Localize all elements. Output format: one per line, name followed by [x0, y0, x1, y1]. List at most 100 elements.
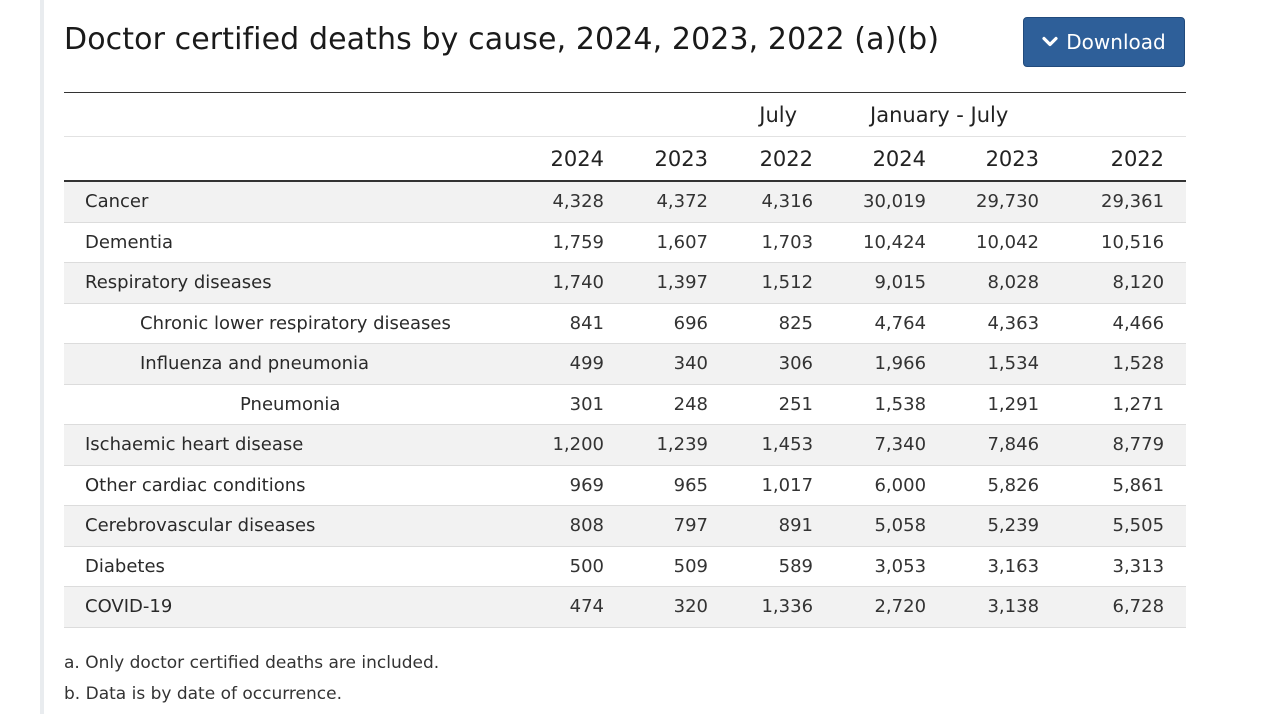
table-cell: 696 [626, 303, 730, 344]
table-row: Cancer 4,328 4,372 4,316 30,019 29,730 2… [64, 181, 1187, 223]
table-row: Cerebrovascular diseases 808 797 891 5,0… [64, 505, 1187, 547]
table-row: Ischaemic heart disease 1,200 1,239 1,45… [64, 424, 1187, 466]
table-cell: 1,538 [835, 384, 949, 425]
table-cell: 1,703 [730, 222, 836, 263]
table-row: Chronic lower respiratory diseases 841 6… [64, 303, 1187, 344]
table-cell: 1,528 [1061, 343, 1187, 385]
table-cell: 1,759 [514, 222, 626, 263]
row-label: Pneumonia [64, 384, 514, 425]
table-cell: 10,424 [835, 222, 949, 263]
table-cell: 4,316 [730, 181, 836, 223]
table-cell: 4,764 [835, 303, 949, 344]
table-cell: 10,516 [1061, 222, 1187, 263]
table-cell: 1,607 [626, 222, 730, 263]
table-cell: 1,453 [730, 424, 836, 466]
table-cell: 891 [730, 505, 836, 547]
deaths-table: July January - July 2024 2023 2022 2024 … [64, 92, 1187, 628]
table-body: Cancer 4,328 4,372 4,316 30,019 29,730 2… [64, 181, 1187, 628]
table-cell: 306 [730, 343, 836, 385]
table-row: Respiratory diseases 1,740 1,397 1,512 9… [64, 262, 1187, 304]
table-cell: 1,291 [948, 384, 1062, 425]
table-cell: 3,163 [948, 546, 1062, 587]
row-label: Other cardiac conditions [64, 465, 514, 506]
table-cell: 6,000 [835, 465, 949, 506]
table-cell: 30,019 [835, 181, 949, 223]
row-label: Cerebrovascular diseases [64, 505, 514, 547]
table-cell: 5,861 [1061, 465, 1187, 506]
page-left-border [40, 0, 44, 714]
table-cell: 1,271 [1061, 384, 1187, 425]
year-header: 2023 [626, 136, 730, 182]
table-footnotes: a. Only doctor certified deaths are incl… [64, 648, 439, 710]
chevron-down-icon [1042, 36, 1058, 47]
table-cell: 3,138 [948, 586, 1062, 628]
table-cell: 5,239 [948, 505, 1062, 547]
year-header: 2023 [948, 136, 1062, 182]
table-cell: 6,728 [1061, 586, 1187, 628]
table-cell: 2,720 [835, 586, 949, 628]
table-row: Influenza and pneumonia 499 340 306 1,96… [64, 343, 1187, 385]
table-cell: 8,028 [948, 262, 1062, 304]
table-cell: 1,512 [730, 262, 836, 304]
group-header-july: July [514, 92, 836, 137]
table-cell: 797 [626, 505, 730, 547]
table-cell: 8,120 [1061, 262, 1187, 304]
table-cell: 5,826 [948, 465, 1062, 506]
table-cell: 825 [730, 303, 836, 344]
year-header: 2024 [835, 136, 949, 182]
row-label: Influenza and pneumonia [64, 343, 514, 385]
row-label: Dementia [64, 222, 514, 263]
table-cell: 7,340 [835, 424, 949, 466]
table-cell: 808 [514, 505, 626, 547]
table-cell: 251 [730, 384, 836, 425]
download-button[interactable]: Download [1023, 17, 1185, 67]
header-empty-cell [64, 92, 514, 137]
table-cell: 4,466 [1061, 303, 1187, 344]
table-cell: 1,740 [514, 262, 626, 304]
footnote: a. Only doctor certified deaths are incl… [64, 653, 440, 673]
table-cell: 1,966 [835, 343, 949, 385]
table-cell: 1,336 [730, 586, 836, 628]
table-cell: 1,017 [730, 465, 836, 506]
footnote: b. Data is by date of occurrence. [64, 684, 342, 704]
table-cell: 10,042 [948, 222, 1062, 263]
table-cell: 301 [514, 384, 626, 425]
group-header-january-july: January - July [835, 92, 1187, 137]
table-cell: 4,328 [514, 181, 626, 223]
table-cell: 29,361 [1061, 181, 1187, 223]
table-cell: 1,200 [514, 424, 626, 466]
year-header: 2024 [514, 136, 626, 182]
header-empty-cell [64, 136, 514, 182]
row-label: Diabetes [64, 546, 514, 587]
row-label: Ischaemic heart disease [64, 424, 514, 466]
table-cell: 969 [514, 465, 626, 506]
table-cell: 340 [626, 343, 730, 385]
row-label: Cancer [64, 181, 514, 223]
table-cell: 5,058 [835, 505, 949, 547]
table-cell: 500 [514, 546, 626, 587]
row-label: Respiratory diseases [64, 262, 514, 304]
table-cell: 29,730 [948, 181, 1062, 223]
table-cell: 5,505 [1061, 505, 1187, 547]
table-row: Pneumonia 301 248 251 1,538 1,291 1,271 [64, 384, 1187, 425]
table-cell: 4,363 [948, 303, 1062, 344]
table-cell: 589 [730, 546, 836, 587]
table-cell: 1,397 [626, 262, 730, 304]
year-header: 2022 [1061, 136, 1187, 182]
table-year-header-row: 2024 2023 2022 2024 2023 2022 [64, 136, 1187, 182]
table-cell: 3,053 [835, 546, 949, 587]
table-cell: 4,372 [626, 181, 730, 223]
row-label: COVID-19 [64, 586, 514, 628]
table-cell: 7,846 [948, 424, 1062, 466]
table-cell: 3,313 [1061, 546, 1187, 587]
table-cell: 1,239 [626, 424, 730, 466]
table-cell: 509 [626, 546, 730, 587]
download-button-label: Download [1066, 30, 1166, 54]
table-cell: 841 [514, 303, 626, 344]
table-row: Other cardiac conditions 969 965 1,017 6… [64, 465, 1187, 506]
year-header: 2022 [730, 136, 836, 182]
table-cell: 8,779 [1061, 424, 1187, 466]
table-group-header-row: July January - July [64, 92, 1187, 137]
table-row: Diabetes 500 509 589 3,053 3,163 3,313 [64, 546, 1187, 587]
table-cell: 965 [626, 465, 730, 506]
